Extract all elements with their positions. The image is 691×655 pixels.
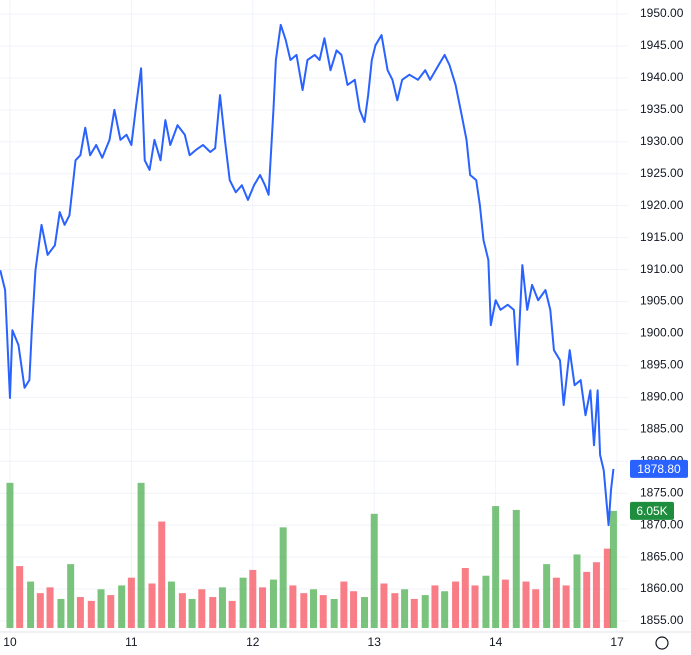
volume-bar: [350, 591, 358, 628]
y-tick-label: 1920.00: [640, 198, 684, 212]
y-tick-label: 1900.00: [640, 326, 684, 340]
x-tick-label: 11: [125, 635, 138, 649]
x-tick-label: 14: [489, 635, 503, 649]
last-price-label: 1878.80: [637, 462, 681, 476]
volume-bar: [57, 598, 65, 628]
volume-bar: [239, 577, 247, 628]
y-tick-label: 1935.00: [640, 102, 684, 116]
volume-bar: [340, 581, 348, 628]
y-tick-label: 1925.00: [640, 166, 684, 180]
volume-bar: [573, 554, 581, 628]
volume-bar: [67, 564, 75, 628]
volume-bar: [158, 521, 166, 628]
volume-bar: [148, 583, 156, 628]
volume-bar: [310, 589, 318, 628]
settings-button[interactable]: [655, 636, 669, 650]
volume-bar: [178, 593, 186, 628]
y-tick-label: 1910.00: [640, 262, 684, 276]
y-tick-label: 1945.00: [640, 38, 684, 52]
volume-bar: [603, 548, 611, 628]
volume-label: 6.05K: [636, 504, 667, 518]
volume-bar: [6, 482, 14, 628]
volume-bar: [87, 600, 95, 628]
volume-bar: [482, 575, 490, 628]
y-tick-label: 1915.00: [640, 230, 684, 244]
volume-bar: [209, 597, 217, 628]
last-price-tag: [630, 459, 688, 478]
volume-bar: [401, 589, 409, 628]
volume-bar: [118, 585, 126, 628]
volume-bar: [391, 593, 399, 628]
volume-bar: [76, 597, 84, 628]
y-tick-label: 1940.00: [640, 70, 684, 84]
x-tick-label: 10: [3, 635, 17, 649]
volume-bar: [107, 595, 115, 628]
volume-bar: [552, 577, 560, 628]
volume-bar: [218, 587, 226, 628]
volume-bar: [532, 589, 540, 628]
y-tick-label: 1950.00: [640, 6, 684, 20]
price-line: [0, 23, 615, 527]
volume-tag: [630, 501, 674, 520]
volume-bar: [492, 506, 500, 628]
volume-bar: [410, 598, 418, 628]
y-tick-label: 1860.00: [640, 581, 684, 595]
volume-bar: [188, 598, 196, 628]
volume-bar: [361, 597, 369, 628]
y-tick-label: 1865.00: [640, 549, 684, 563]
volume-bar: [330, 598, 338, 628]
volume-bar: [167, 581, 175, 628]
y-tick-label: 1930.00: [640, 134, 684, 148]
y-tick-label: 1905.00: [640, 294, 684, 308]
y-tick-label: 1885.00: [640, 421, 684, 435]
volume-bar: [46, 587, 54, 628]
volume-bar: [609, 510, 617, 628]
volume-bar: [36, 593, 44, 628]
volume-bar: [279, 527, 287, 628]
volume-bar: [431, 585, 439, 628]
volume-bar: [562, 585, 570, 628]
volume-bar: [370, 513, 378, 628]
volume-bar: [380, 583, 388, 628]
x-tick-label: 13: [368, 635, 382, 649]
volume-bar: [471, 585, 479, 628]
volume-bar: [461, 568, 469, 628]
volume-bar: [249, 569, 257, 628]
volume-bar: [16, 566, 24, 628]
volume-bar: [452, 581, 460, 628]
volume-bar: [137, 482, 145, 628]
volume-bar: [543, 564, 551, 628]
volume-bar: [259, 587, 267, 628]
y-tick-label: 1890.00: [640, 390, 684, 404]
x-tick-label: 17: [610, 635, 624, 649]
volume-bar: [198, 589, 206, 628]
x-tick-label: 12: [246, 635, 260, 649]
volume-bar: [421, 595, 429, 628]
y-tick-label: 1875.00: [640, 485, 684, 499]
volume-bar: [583, 571, 591, 628]
volume-bar: [441, 591, 449, 628]
volume-bar: [97, 589, 105, 628]
volume-bar: [289, 585, 297, 628]
y-tick-label: 1855.00: [640, 613, 684, 627]
volume-bar: [319, 595, 327, 628]
volume-bar: [228, 600, 236, 628]
volume-bar: [269, 579, 277, 628]
y-tick-label: 1895.00: [640, 358, 684, 372]
volume-bar: [592, 562, 600, 628]
volume-bar: [127, 577, 135, 628]
volume-bar: [27, 581, 35, 628]
volume-bar: [501, 579, 509, 628]
volume-bar: [512, 509, 520, 628]
volume-bar: [300, 593, 308, 628]
y-tick-label: 1870.00: [640, 517, 684, 531]
volume-bar: [522, 581, 530, 628]
